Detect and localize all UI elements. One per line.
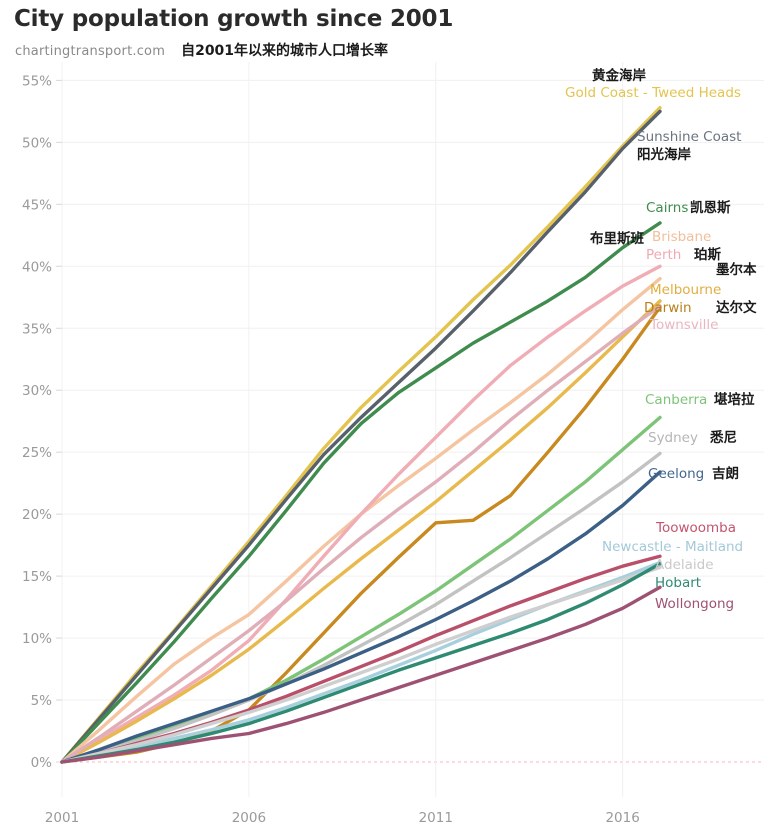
series-label: Adelaide <box>655 557 714 573</box>
y-axis-tick-label: 15% <box>22 569 52 585</box>
series-line <box>60 305 662 764</box>
x-axis-tick-label: 2001 <box>45 810 79 826</box>
source-attribution: chartingtransport.com <box>15 44 166 59</box>
y-axis-tick-label: 20% <box>22 507 52 523</box>
y-axis-tick-label: 10% <box>22 631 52 647</box>
page-title: City population growth since 2001 <box>14 6 454 32</box>
series-line <box>60 565 662 764</box>
y-axis-tick-label: 35% <box>22 321 52 337</box>
subtitle-chinese: 自2001年以来的城市人口增长率 <box>181 43 389 59</box>
series-label: 墨尔本 <box>716 261 757 278</box>
series-line <box>60 299 662 764</box>
y-axis-tick-label: 45% <box>22 197 52 213</box>
y-axis-tick-label: 40% <box>22 259 52 275</box>
series-label: Canberra <box>645 392 707 408</box>
gridlines <box>61 62 764 797</box>
series-label: Cairns <box>646 200 688 216</box>
x-axis-tick-label: 2016 <box>605 810 639 826</box>
series-label: Perth <box>646 247 681 263</box>
series-label: Townsville <box>649 317 718 333</box>
series-label: Toowoomba <box>655 520 736 536</box>
series-line <box>60 415 662 764</box>
series-label: Geelong <box>648 466 704 482</box>
y-axis-tick-label: 5% <box>31 693 53 709</box>
series-label: 达尔文 <box>716 299 757 316</box>
x-axis-ticks: 2001 2006 2011 2016 <box>45 810 640 826</box>
series-label: 布里斯班 <box>590 230 644 247</box>
series-label: 阳光海岸 <box>637 146 691 163</box>
y-axis-tick-label: 30% <box>22 383 52 399</box>
series-label: 堪培拉 <box>714 391 755 408</box>
series-label: Newcastle - Maitland <box>602 539 743 555</box>
series-label: 吉朗 <box>712 465 739 482</box>
series-lines <box>60 105 662 764</box>
series-label: Sunshine Coast <box>637 129 741 145</box>
series-label: Brisbane <box>652 229 711 245</box>
subtitle-row: chartingtransport.com 自2001年以来的城市人口增长率 <box>15 40 388 60</box>
chart-svg: 0%5%10%15%20%25%30%35%40%45%50%55% 2001 2… <box>22 62 764 826</box>
series-line <box>60 470 662 764</box>
series-line <box>60 451 662 764</box>
series-label: Melbourne <box>650 282 721 298</box>
y-axis-tick-label: 55% <box>22 73 52 89</box>
series-label: Gold Coast - Tweed Heads <box>565 85 741 101</box>
series-line <box>60 562 662 764</box>
series-line <box>60 276 662 764</box>
series-line <box>60 264 662 764</box>
series-label: 悉尼 <box>709 429 737 446</box>
y-axis-tick-label: 50% <box>22 135 52 151</box>
series-label: Hobart <box>655 575 701 591</box>
series-line <box>60 221 662 764</box>
y-axis-tick-label: 0% <box>31 755 53 771</box>
y-axis-tick-label: 25% <box>22 445 52 461</box>
y-axis-ticks: 0% 5% 10% 15% 20% 25% 30% 35% 40% 45% 50% 55% <box>22 73 62 771</box>
series-label: 凯恩斯 <box>690 199 731 216</box>
line-chart: 0% 5% 10% 15% 20% 25% 30% 35% 40% 45% 50% 55% 2001 2… <box>0 62 768 834</box>
series-line <box>60 585 662 764</box>
series-label: 黄金海岸 <box>592 67 646 84</box>
series-line <box>60 109 662 764</box>
series-label: Sydney <box>648 430 698 446</box>
series-label: Darwin <box>644 300 692 316</box>
series-label: Wollongong <box>655 596 734 612</box>
x-axis-tick-label: 2011 <box>419 810 453 826</box>
series-line <box>60 304 662 764</box>
series-label: 珀斯 <box>694 246 722 263</box>
x-axis-tick-label: 2006 <box>232 810 266 826</box>
